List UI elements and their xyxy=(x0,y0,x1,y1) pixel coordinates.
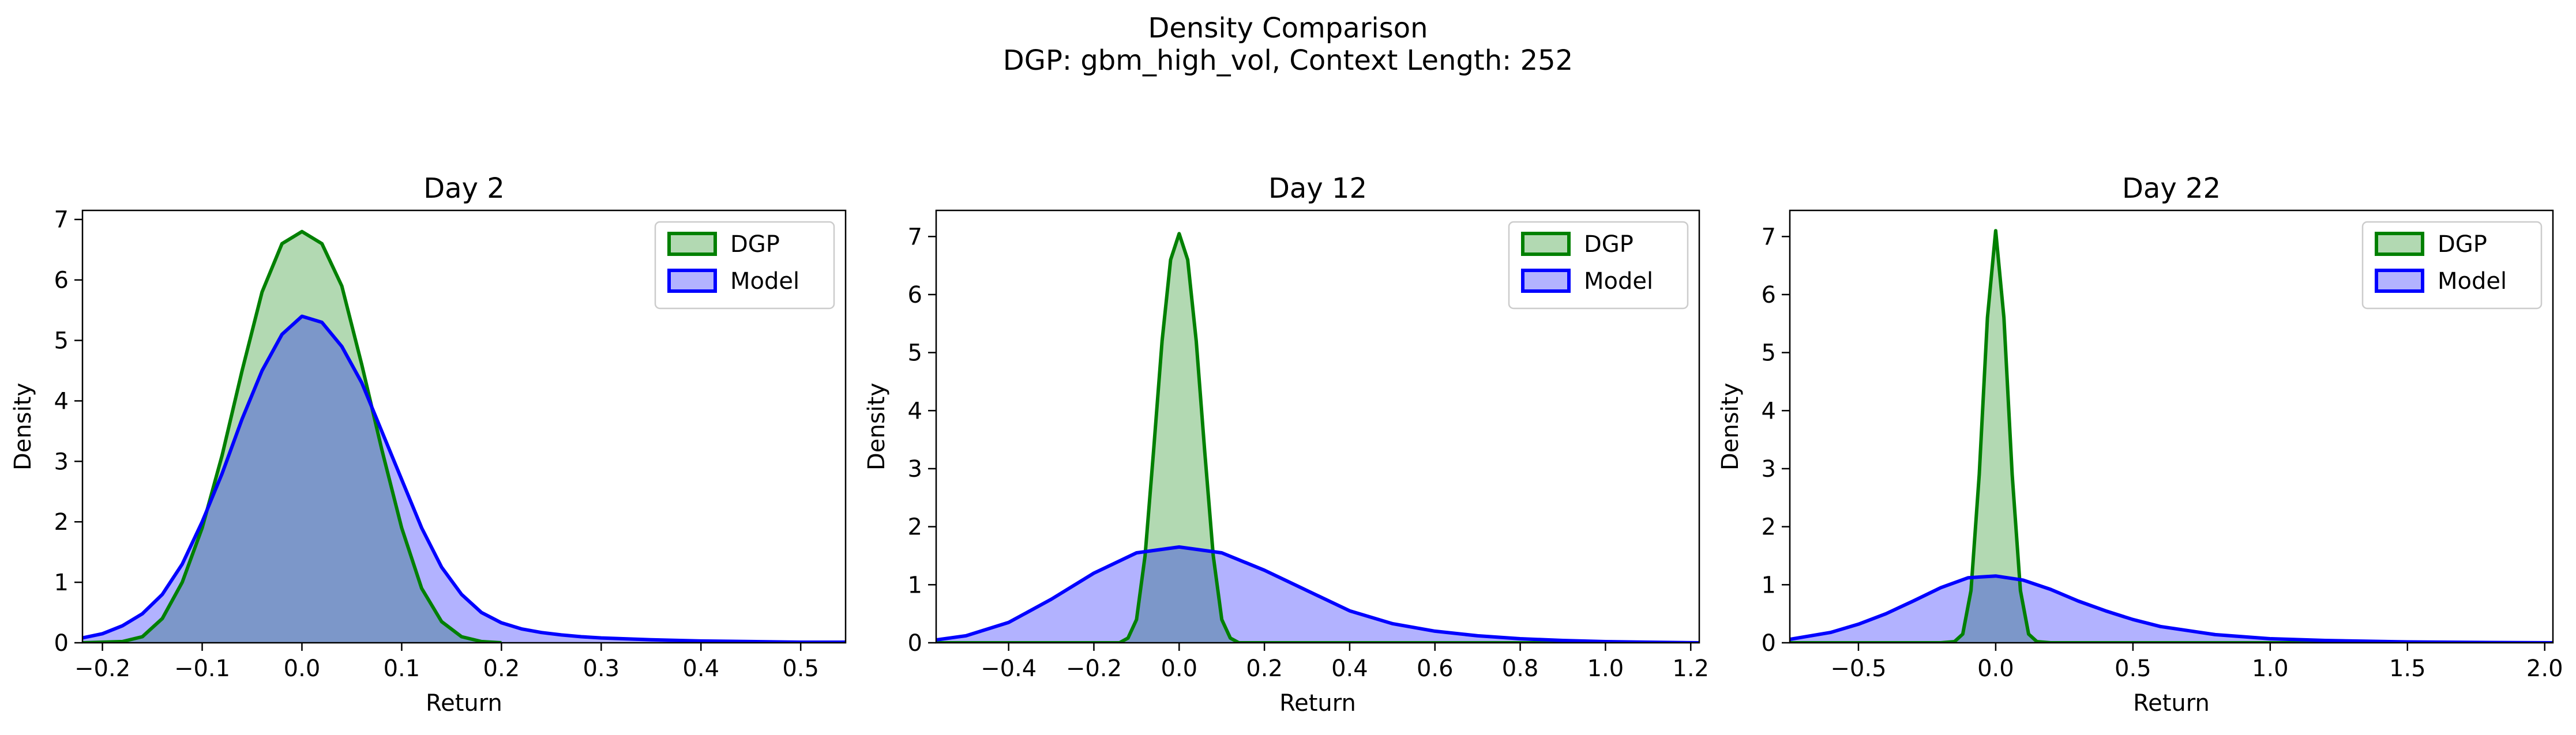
x-tick-label: −0.2 xyxy=(74,655,130,682)
x-tick-label: 1.5 xyxy=(2389,655,2426,682)
y-tick-label: 4 xyxy=(908,398,922,424)
y-tick-label: 2 xyxy=(54,509,69,536)
x-axis-label: Return xyxy=(2133,690,2210,717)
legend-swatch-dgp xyxy=(2375,232,2424,256)
subplot-title: Day 2 xyxy=(423,172,505,205)
x-axis-label: Return xyxy=(426,690,502,717)
series-fill-dgp xyxy=(1790,231,2553,643)
x-tick-label: −0.1 xyxy=(174,655,230,682)
y-tick-label: 6 xyxy=(908,282,922,308)
y-tick-label: 0 xyxy=(908,630,922,657)
y-tick-label: 0 xyxy=(1762,630,1776,657)
legend-box xyxy=(654,221,835,310)
x-tick-label: 1.2 xyxy=(1672,655,1709,682)
figure-title-line-2: DGP: gbm_high_vol, Context Length: 252 xyxy=(1002,44,1574,77)
legend-swatch-model xyxy=(1521,269,1571,293)
y-tick-label: 4 xyxy=(54,388,69,414)
legend: DGP Model xyxy=(2361,221,2543,310)
legend-box xyxy=(1508,221,1689,310)
y-tick-label: 6 xyxy=(54,267,69,294)
y-tick-label: 5 xyxy=(1762,340,1776,367)
x-tick-label: 0.1 xyxy=(384,655,420,682)
subplot-title: Day 22 xyxy=(2122,172,2221,205)
y-tick-label: 7 xyxy=(1762,224,1776,250)
plot-area xyxy=(936,232,1699,643)
y-tick-label: 0 xyxy=(54,630,69,657)
y-axis-label: Density xyxy=(863,383,890,470)
legend-label-dgp: DGP xyxy=(730,231,780,258)
x-tick-label: 0.5 xyxy=(2115,655,2151,682)
legend-swatch-dgp xyxy=(667,232,717,256)
legend-swatch-dgp xyxy=(1521,232,1571,256)
x-tick-label: 0.8 xyxy=(1502,655,1539,682)
y-tick-label: 2 xyxy=(908,514,922,541)
series-line-dgp xyxy=(82,229,502,643)
y-tick-label: 5 xyxy=(908,340,922,367)
series-line-model xyxy=(1790,574,2553,643)
axes-frame xyxy=(81,209,847,644)
series-fill-model xyxy=(1790,576,2553,643)
subplot-day-12: −0.4 −0.2 0.0 0.2 0.4 0.6 0.8 1.0 1.2 0 1 2 3 4 5 6 7 Day… xyxy=(863,172,1709,717)
axes-frame xyxy=(1789,209,2554,644)
y-tick-label: 7 xyxy=(908,224,922,250)
x-tick-label: −0.2 xyxy=(1066,655,1122,682)
legend: DGP Model xyxy=(1508,221,1689,310)
x-tick-label: 0.6 xyxy=(1417,655,1454,682)
y-tick-label: 4 xyxy=(1762,398,1776,424)
x-tick-label: −0.5 xyxy=(1830,655,1886,682)
x-tick-label: 1.0 xyxy=(2252,655,2289,682)
plot-area xyxy=(82,229,846,643)
x-tick-label: 0.2 xyxy=(1246,655,1283,682)
x-axis-label: Return xyxy=(1279,690,1356,717)
y-tick-label: 3 xyxy=(54,448,69,475)
legend-label-model: Model xyxy=(730,268,799,295)
y-tick-label: 5 xyxy=(54,328,69,355)
legend-label-model: Model xyxy=(2438,268,2507,295)
x-tick-label: 0.4 xyxy=(1331,655,1368,682)
y-axis-label: Density xyxy=(1717,383,1744,470)
legend-label-model: Model xyxy=(1584,268,1653,295)
x-tick-label: 0.0 xyxy=(284,655,321,682)
y-tick-label: 3 xyxy=(908,456,922,483)
subplot-day-2: −0.2 −0.1 0.0 0.1 0.2 0.3 0.4 0.5 0 1 2 3 4 5 6 7 Day 2 R… xyxy=(10,172,847,717)
series-fill-model xyxy=(936,546,1699,643)
series-line-dgp xyxy=(1790,229,2553,643)
subplot-day-22: −0.5 0.0 0.5 1.0 1.5 2.0 0 1 2 3 4 5 6 7 Day 22 Return D… xyxy=(1717,172,2563,717)
legend-label-dgp: DGP xyxy=(1584,231,1634,258)
y-tick-label: 3 xyxy=(1762,456,1776,483)
legend-box xyxy=(2361,221,2543,310)
axes-frame xyxy=(935,209,1700,644)
series-line-model xyxy=(936,545,1699,643)
legend-label-dgp: DGP xyxy=(2438,231,2487,258)
x-tick-label: 0.2 xyxy=(483,655,520,682)
x-tick-label: 1.0 xyxy=(1587,655,1624,682)
x-tick-label: 0.4 xyxy=(682,655,719,682)
x-tick-label: 0.0 xyxy=(1977,655,2014,682)
x-tick-label: 0.5 xyxy=(782,655,819,682)
series-fill-model xyxy=(82,316,846,643)
x-tick-label: 0.3 xyxy=(583,655,619,682)
y-tick-label: 6 xyxy=(1762,282,1776,308)
plot-area xyxy=(1790,229,2553,643)
figure-title-line-1: Density Comparison xyxy=(1148,12,1428,44)
legend-swatch-model xyxy=(667,269,717,293)
y-tick-label: 1 xyxy=(1762,572,1776,598)
x-tick-label: 2.0 xyxy=(2526,655,2563,682)
series-line-model xyxy=(82,314,846,643)
y-tick-label: 1 xyxy=(54,570,69,596)
y-tick-label: 1 xyxy=(908,572,922,598)
y-tick-label: 2 xyxy=(1762,514,1776,541)
subplot-title: Day 12 xyxy=(1268,172,1367,205)
series-fill-dgp xyxy=(82,231,502,643)
legend-swatch-model xyxy=(2375,269,2424,293)
x-tick-label: 0.0 xyxy=(1161,655,1197,682)
series-line-dgp xyxy=(936,232,1699,643)
legend: DGP Model xyxy=(654,221,835,310)
x-tick-label: −0.4 xyxy=(981,655,1037,682)
y-axis-label: Density xyxy=(10,383,36,470)
y-tick-label: 7 xyxy=(54,207,69,233)
